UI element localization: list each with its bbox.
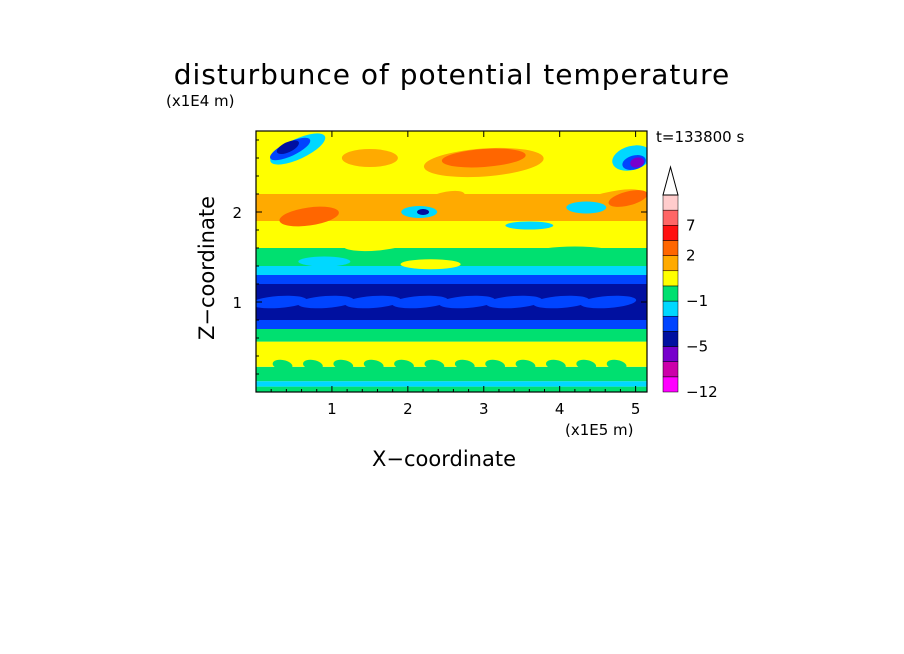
contour-blob — [424, 359, 445, 371]
contour-blob — [534, 246, 615, 259]
chart-title: disturbunce of potential temperature — [173, 58, 731, 91]
contour-blob — [517, 346, 545, 363]
contour-blob — [430, 346, 458, 363]
colorbar-swatch — [662, 300, 679, 317]
z-tick-label: 1 — [232, 294, 242, 312]
x-tick-label: 1 — [327, 400, 337, 418]
contour-blob — [486, 295, 543, 309]
contour-band — [256, 386, 647, 392]
contour-blob — [515, 359, 536, 371]
contour-blob — [459, 346, 487, 363]
contour-blob — [341, 149, 398, 167]
colorbar-swatch — [662, 209, 679, 226]
colorbar-tick-label: 7 — [686, 216, 696, 234]
contour-blob — [257, 346, 285, 363]
colorbar-swatch — [662, 194, 679, 211]
x-tick-label: 2 — [403, 400, 413, 418]
contour-blob — [630, 157, 645, 168]
contour-blob — [373, 346, 401, 363]
colorbar-tick-label: −5 — [686, 338, 708, 356]
contour-blob — [344, 295, 401, 309]
contour-blob — [603, 346, 631, 363]
contour-blob — [286, 346, 314, 363]
plot-frame — [255, 130, 648, 393]
colorbar-swatch — [662, 285, 679, 302]
colorbar-tick-label: 2 — [686, 247, 696, 265]
contour-blob — [576, 359, 597, 371]
contour-blob — [343, 235, 412, 252]
contour-blob — [439, 295, 495, 309]
colorbar-swatch — [662, 225, 679, 241]
contour-blob — [315, 346, 343, 363]
colorbar: 7 2 −1 −5 −12 — [662, 165, 718, 401]
contour-blob — [272, 359, 293, 371]
x-tick-label: 5 — [631, 400, 641, 418]
contour-blob — [392, 295, 448, 309]
contour-blob — [546, 346, 574, 363]
contour-blob — [279, 206, 339, 227]
contour-blob — [401, 346, 429, 363]
colorbar-swatch — [662, 240, 679, 256]
x-axis-unit: (x1E5 m) — [565, 421, 634, 439]
contour-blob — [394, 359, 414, 371]
contour-band — [256, 275, 647, 284]
contour-blob — [575, 346, 603, 363]
contour-blob — [488, 346, 516, 363]
x-tick-label: 4 — [555, 400, 565, 418]
x-axis-label: X−coordinate — [372, 447, 516, 471]
colorbar-extend-arrow — [662, 165, 679, 196]
contour-blob — [505, 221, 554, 230]
contour-blob — [297, 295, 354, 309]
x-axis-ticks: 1 2 3 4 5 — [270, 131, 641, 418]
contour-blob — [608, 190, 647, 207]
contour-blob — [256, 295, 307, 309]
contour-blob — [606, 359, 627, 371]
contour-blob — [333, 359, 354, 371]
contour-blob — [417, 209, 430, 215]
contour-blob — [566, 201, 607, 214]
contour-blob — [580, 295, 637, 309]
contour-band — [256, 320, 647, 329]
contour-blob — [546, 359, 566, 371]
time-label: t=133800 s — [656, 128, 745, 146]
plot-blobs — [256, 133, 647, 371]
colorbar-swatch — [662, 315, 679, 332]
contour-blob — [454, 359, 475, 371]
z-tick-label: 2 — [232, 204, 242, 222]
contour-band — [256, 381, 647, 387]
contour-blob — [298, 256, 351, 267]
contour-blob — [344, 346, 372, 363]
colorbar-swatch — [662, 270, 679, 287]
contour-band — [256, 221, 647, 248]
colorbar-tick-label: −12 — [686, 383, 718, 401]
contour-blob — [533, 295, 590, 309]
contour-band — [256, 366, 647, 382]
contour-blob — [400, 259, 461, 270]
contour-band — [256, 329, 647, 342]
contour-blob — [363, 359, 384, 371]
colorbar-tick-label: −1 — [686, 292, 708, 310]
z-axis-ticks: 12 — [232, 139, 647, 375]
contour-band — [256, 266, 647, 275]
z-axis-unit: (x1E4 m) — [166, 92, 235, 110]
colorbar-swatch — [662, 376, 679, 393]
colorbar-swatch — [662, 255, 679, 272]
contour-blob — [441, 148, 526, 168]
colorbar-swatch — [662, 346, 679, 362]
contour-blob — [485, 359, 506, 371]
colorbar-swatch — [662, 361, 679, 378]
contour-blob — [276, 140, 299, 155]
contour-blob — [510, 233, 579, 245]
colorbar-swatch — [662, 331, 679, 347]
contour-blob — [303, 359, 323, 371]
x-tick-label: 3 — [479, 400, 489, 418]
